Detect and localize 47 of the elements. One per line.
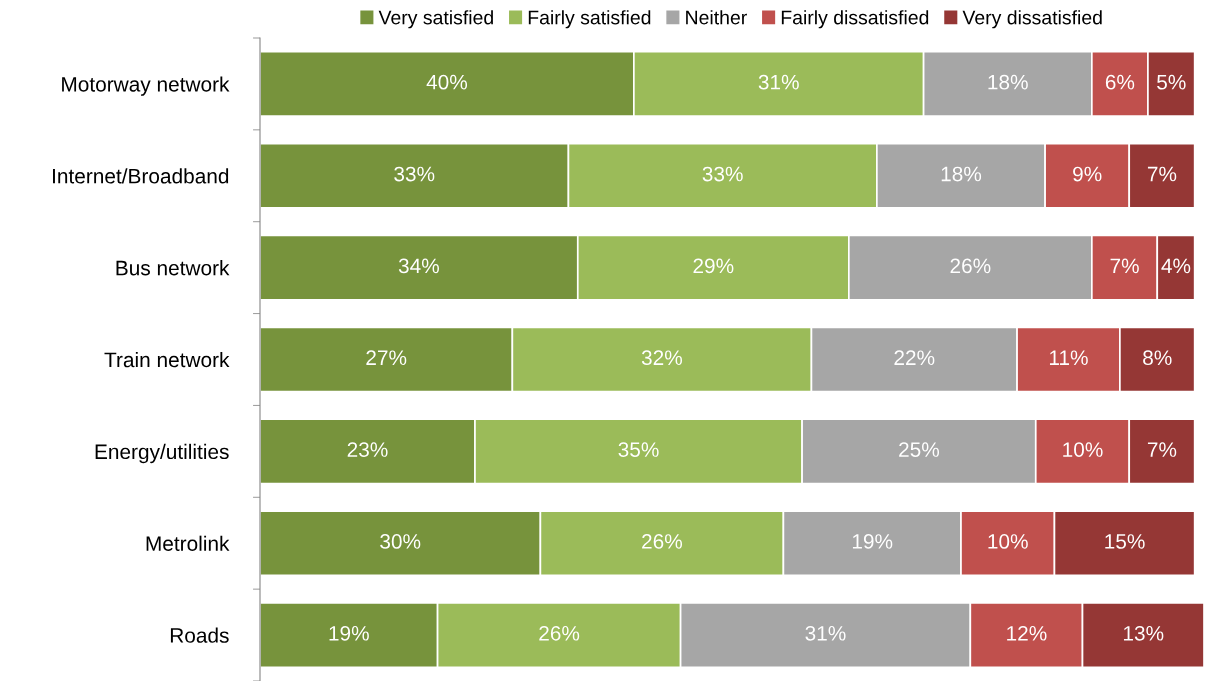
data-label: 33% [394, 166, 435, 182]
data-label: 26% [642, 534, 683, 549]
data-label: 10% [988, 534, 1028, 549]
data-label: 26% [950, 258, 991, 274]
data-label: 23% [347, 442, 388, 457]
data-label: 8% [1143, 350, 1172, 366]
data-label: 22% [894, 350, 935, 366]
data-label: 15% [1105, 534, 1145, 549]
data-label: 19% [329, 625, 369, 641]
y-tick-label: Energy/utilities [95, 443, 229, 464]
data-label: 7% [1110, 258, 1139, 274]
data-label: 33% [702, 166, 743, 182]
data-label: 25% [899, 442, 940, 457]
data-label: 11% [1049, 350, 1088, 366]
data-label: 18% [988, 74, 1028, 90]
data-label: 26% [539, 625, 580, 641]
y-tick-label: Metrolink [146, 535, 230, 551]
data-label: 31% [805, 625, 846, 641]
legend-label: Very dissatisfied [962, 10, 1102, 29]
data-label: 7% [1147, 166, 1177, 182]
data-label: 19% [852, 534, 893, 549]
legend-label: Fairly dissatisfied [781, 10, 929, 29]
data-label: 29% [693, 258, 734, 274]
data-label: 18% [941, 166, 982, 182]
data-label: 9% [1073, 166, 1102, 182]
y-tick-label: Roads [170, 627, 229, 643]
data-label: 12% [1007, 625, 1047, 641]
y-tick-label: Train network [104, 351, 230, 368]
data-label: 30% [380, 534, 421, 549]
data-label: 32% [641, 350, 683, 366]
legend-label: Fairly satisfied [528, 10, 651, 29]
y-tick-label: Motorway network [62, 76, 230, 96]
data-label: 10% [1063, 442, 1103, 457]
data-label: 40% [426, 74, 468, 90]
data-label: 5% [1157, 74, 1186, 90]
y-tick-label: Bus network [116, 260, 230, 276]
data-label: 34% [398, 258, 439, 274]
data-label: 4% [1161, 258, 1191, 274]
data-label: 6% [1105, 74, 1135, 90]
data-label: 13% [1123, 625, 1164, 641]
data-label: 7% [1147, 442, 1177, 457]
data-label: 27% [366, 350, 407, 366]
data-label: 31% [758, 74, 799, 90]
data-label: 35% [618, 442, 659, 457]
legend-label: Very satisfied [378, 10, 493, 29]
legend-label: Neither [686, 10, 747, 25]
y-tick-label: Internet/Broadband [53, 168, 229, 184]
